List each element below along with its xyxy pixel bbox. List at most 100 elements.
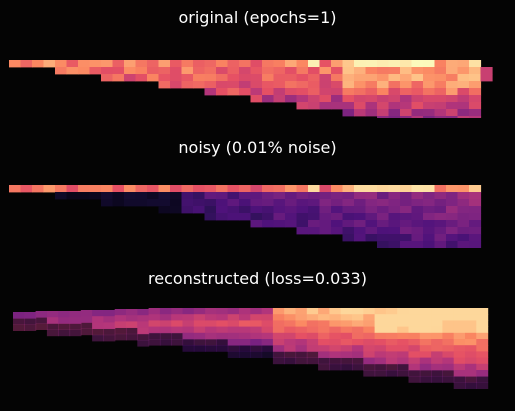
heatmap-cell — [78, 67, 91, 75]
heatmap-cell — [331, 213, 344, 221]
heatmap-cell — [261, 345, 274, 352]
heatmap-cell — [397, 351, 410, 358]
heatmap-cell — [295, 332, 308, 340]
heatmap-cell — [423, 95, 436, 103]
heatmap-cell — [423, 206, 436, 214]
heatmap-cell — [181, 206, 194, 214]
heatmap-cell — [285, 81, 298, 89]
heatmap-cell — [400, 74, 413, 82]
heatmap-cell — [55, 60, 68, 68]
heatmap-cell — [388, 213, 401, 221]
heatmap-cell — [442, 339, 455, 346]
heatmap-cell — [46, 329, 59, 337]
heatmap-cell — [261, 320, 274, 327]
heatmap-cell — [319, 60, 332, 68]
heatmap-cell — [318, 363, 330, 371]
heatmap-cell — [239, 60, 252, 68]
heatmap-cell — [423, 220, 436, 228]
heatmap-cell — [374, 314, 387, 321]
heatmap-cell — [342, 67, 355, 75]
heatmap-cell — [250, 95, 263, 103]
heatmap-cell — [318, 357, 330, 365]
heatmap-cell — [385, 370, 398, 377]
heatmap-cell — [318, 320, 330, 327]
heatmap-cell — [374, 339, 387, 346]
heatmap-cell — [170, 60, 183, 68]
heatmap-cell — [261, 332, 274, 340]
heatmap-cell — [193, 185, 206, 193]
heatmap-cell — [480, 74, 493, 82]
heatmap-cell — [181, 81, 194, 89]
heatmap-cell — [374, 363, 387, 371]
heatmap-cell — [446, 88, 459, 96]
heatmap-cell — [112, 60, 125, 68]
heatmap-cell — [295, 326, 308, 334]
heatmap-cell — [453, 332, 466, 340]
heatmap-cell — [227, 74, 240, 82]
heatmap-cell — [273, 74, 286, 82]
heatmap-cell — [329, 363, 342, 371]
heatmap-cell — [296, 60, 309, 68]
heatmap-cell — [469, 199, 482, 207]
heatmap-cell — [126, 327, 138, 335]
heatmap-cell — [296, 213, 309, 221]
heatmap-cell — [442, 314, 455, 321]
heatmap-cell — [377, 227, 390, 235]
heatmap-cell — [411, 60, 424, 68]
heatmap-cell — [434, 213, 447, 221]
heatmap-cell — [342, 88, 355, 96]
heatmap-cell — [46, 317, 59, 324]
reconstructed-panel-title: reconstructed (loss=0.033) — [148, 269, 367, 288]
heatmap-cell — [306, 357, 319, 365]
heatmap-cell — [374, 357, 387, 365]
heatmap-cell — [354, 95, 367, 103]
heatmap-cell — [112, 192, 125, 200]
heatmap-cell — [58, 311, 71, 318]
heatmap-cell — [193, 206, 206, 214]
heatmap-cell — [296, 95, 309, 103]
heatmap-cell — [374, 320, 387, 327]
heatmap-cell — [457, 234, 470, 242]
heatmap-cell — [262, 81, 275, 89]
heatmap-cell — [400, 81, 413, 89]
heatmap-cell — [434, 192, 447, 200]
heatmap-cell — [434, 206, 447, 214]
heatmap-cell — [273, 213, 286, 221]
heatmap-cell — [239, 206, 252, 214]
heatmap-cell — [295, 314, 308, 321]
heatmap-cell — [476, 339, 489, 346]
heatmap-cell — [148, 326, 161, 334]
heatmap-cell — [469, 102, 482, 110]
heatmap-cell — [363, 314, 376, 321]
heatmap-cell — [308, 60, 321, 68]
heatmap-cell — [43, 185, 56, 193]
heatmap-cell — [284, 320, 297, 327]
heatmap-cell — [354, 74, 367, 82]
heatmap-cell — [465, 351, 477, 358]
heatmap-cell — [296, 185, 309, 193]
heatmap-cell — [431, 314, 443, 321]
heatmap-cell — [296, 199, 309, 207]
heatmap-cell — [262, 220, 275, 228]
heatmap-cell — [296, 102, 309, 110]
heatmap-cell — [216, 332, 229, 340]
heatmap-cell — [250, 206, 263, 214]
heatmap-cell — [204, 192, 217, 200]
heatmap-cell — [377, 74, 390, 82]
heatmap-cell — [374, 370, 387, 377]
heatmap-cell — [397, 345, 410, 352]
heatmap-cell — [363, 357, 376, 365]
heatmap-cell — [446, 206, 459, 214]
heatmap-cell — [308, 67, 321, 75]
heatmap-cell — [419, 332, 432, 340]
heatmap-cell — [408, 345, 421, 352]
heatmap-cell — [465, 370, 477, 377]
heatmap-cell — [273, 81, 286, 89]
heatmap-cell — [250, 67, 263, 75]
heatmap-cell — [365, 81, 378, 89]
heatmap-cell — [171, 320, 184, 327]
heatmap-cell — [216, 192, 229, 200]
heatmap-cell — [453, 345, 466, 352]
heatmap-cell — [377, 102, 390, 110]
heatmap-cell — [296, 74, 309, 82]
